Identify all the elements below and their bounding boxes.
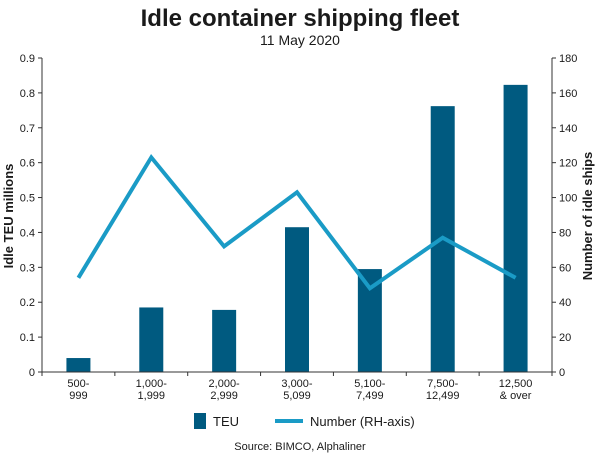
left-tick-label: 0.1 — [20, 332, 35, 344]
x-tick-label: 5,099 — [283, 390, 311, 402]
legend-swatch-teu — [194, 413, 206, 429]
x-tick-label: 5,100- — [354, 378, 386, 390]
right-tick-label: 0 — [559, 367, 565, 379]
x-tick-label: 500- — [67, 378, 89, 390]
right-tick-label: 80 — [559, 227, 571, 239]
left-tick-label: 0.8 — [20, 88, 35, 100]
number-line-layer — [76, 153, 517, 292]
right-tick-label: 160 — [559, 88, 577, 100]
right-tick-label: 60 — [559, 262, 571, 274]
left-tick-label: 0.3 — [20, 262, 35, 274]
chart-subtitle: 11 May 2020 — [260, 32, 340, 48]
right-tick-label: 120 — [559, 158, 577, 170]
x-tick-label: 12,500 — [499, 378, 533, 390]
source-note: Source: BIMCO, Alphaliner — [234, 441, 366, 453]
teu-bars — [66, 84, 528, 372]
left-tick-label: 0.5 — [20, 193, 35, 205]
teu-bar — [285, 227, 309, 372]
left-tick-label: 0.6 — [20, 158, 35, 170]
legend: TEU Number (RH-axis) — [194, 413, 415, 429]
right-tick-label: 20 — [559, 332, 571, 344]
x-tick-label: 3,000- — [281, 378, 313, 390]
left-tick-label: 0.7 — [20, 123, 35, 135]
left-y-axis: 0 0.1 0.2 0.3 0.4 0.5 0.6 0.7 0.8 0.9 — [20, 53, 43, 379]
x-tick-label: & over — [500, 390, 532, 402]
right-axis-title: Number of idle ships — [580, 152, 595, 281]
left-tick-label: 0 — [29, 367, 35, 379]
right-tick-label: 100 — [559, 193, 577, 205]
teu-bar — [212, 309, 237, 372]
left-tick-label: 0.9 — [20, 53, 35, 65]
x-tick-label: 7,499 — [356, 390, 384, 402]
right-tick-label: 180 — [559, 53, 577, 65]
x-tick-label: 12,499 — [426, 390, 460, 402]
left-axis-title: Idle TEU millions — [1, 164, 16, 269]
x-tick-label: 1,999 — [138, 390, 166, 402]
teu-bar — [139, 307, 164, 372]
right-tick-label: 40 — [559, 297, 571, 309]
x-tick-label: 999 — [69, 390, 87, 402]
legend-label-teu: TEU — [213, 414, 239, 429]
legend-label-number: Number (RH-axis) — [310, 414, 415, 429]
right-tick-label: 140 — [559, 123, 577, 135]
x-axis: 500-999 1,000-1,999 2,000-2,999 3,000-5,099… — [41, 371, 553, 402]
chart-title: Idle container shipping fleet — [141, 5, 460, 32]
x-tick-label: 7,500- — [427, 378, 459, 390]
x-tick-label: 2,000- — [209, 378, 241, 390]
left-tick-label: 0.2 — [20, 297, 35, 309]
teu-bar — [503, 84, 528, 372]
x-tick-label: 2,999 — [210, 390, 238, 402]
right-y-axis: 0 20 40 60 80 100 120 140 160 180 — [551, 53, 577, 379]
x-tick-label: 1,000- — [136, 378, 168, 390]
teu-bar — [66, 358, 91, 372]
left-tick-label: 0.4 — [20, 227, 35, 239]
